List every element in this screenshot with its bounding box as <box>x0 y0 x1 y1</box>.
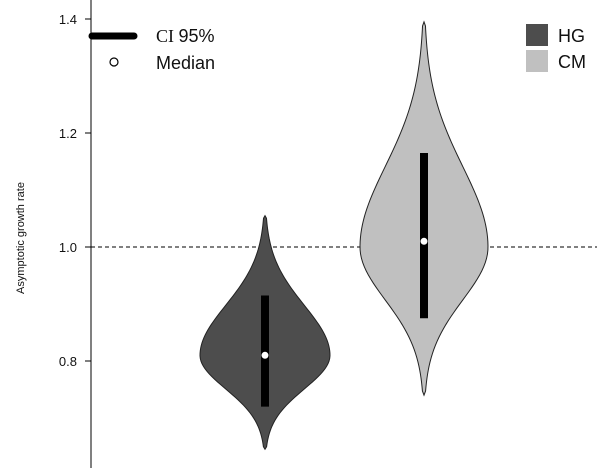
y-tick-label: 0.8 <box>59 354 77 369</box>
legend-label-cm: CM <box>558 52 586 72</box>
y-tick-label: 1.2 <box>59 126 77 141</box>
median-marker-hg <box>261 351 269 359</box>
y-axis-label: Asymptotic growth rate <box>15 182 27 294</box>
legend-swatch-cm <box>526 50 548 72</box>
y-axis: 0.8 1.0 1.2 1.4 Asymptotic growth rate <box>15 0 92 468</box>
legend: CI 95% Median HG CM <box>88 24 586 73</box>
plot-area <box>91 20 597 451</box>
legend-swatch-hg <box>526 24 548 46</box>
median-marker-cm <box>420 237 428 245</box>
y-tick-label: 1.0 <box>59 240 77 255</box>
legend-median-label: Median <box>156 53 215 73</box>
y-tick-label: 1.4 <box>59 12 77 27</box>
legend-label-hg: HG <box>558 26 585 46</box>
legend-ci-label: CI 95% <box>156 26 215 46</box>
legend-median-symbol <box>109 57 119 67</box>
